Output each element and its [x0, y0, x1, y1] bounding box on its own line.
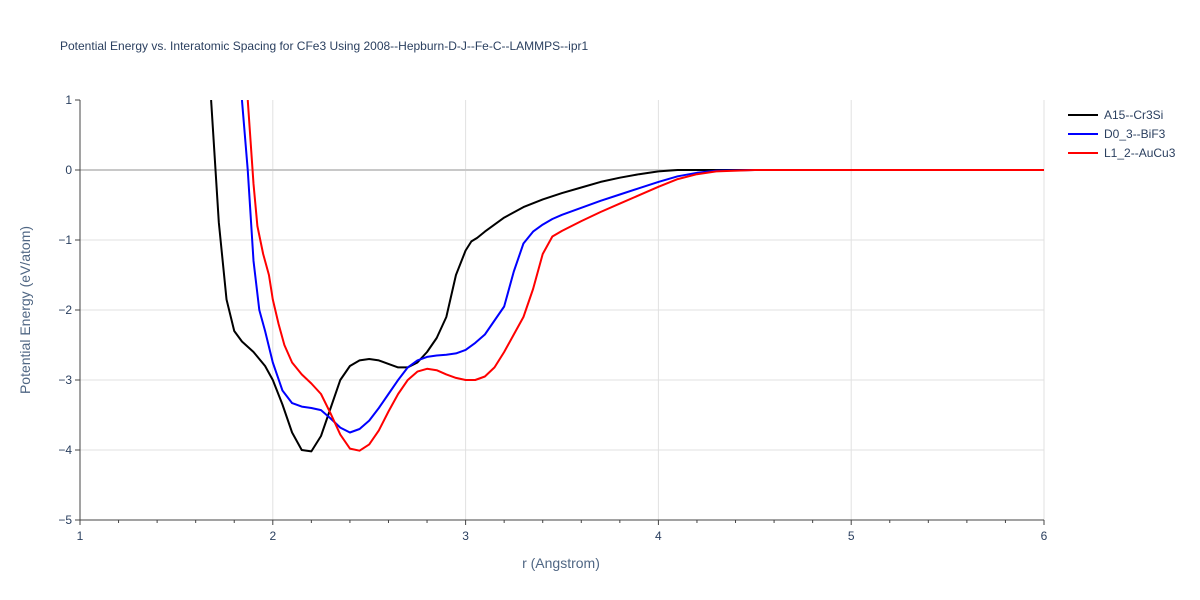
y-tick-label: 1: [65, 93, 72, 107]
legend-item-2[interactable]: L1_2--AuCu3: [1068, 146, 1176, 160]
series-lines: [210, 100, 1044, 453]
chart-title: Potential Energy vs. Interatomic Spacing…: [60, 39, 589, 53]
x-axis-title: r (Angstrom): [522, 555, 600, 571]
y-tick-label: −2: [58, 303, 72, 317]
y-tick-label: −5: [58, 513, 72, 527]
y-axis-title: Potential Energy (eV/atom): [17, 226, 33, 394]
y-tick-label: −4: [58, 443, 72, 457]
legend-label: D0_3--BiF3: [1104, 127, 1166, 141]
axes: 1 2 3 4 5 6 1 0 −1 −2 −3 −4 −5: [58, 93, 1047, 543]
series-line-2: [246, 100, 1044, 452]
series-line-0: [210, 100, 1044, 453]
grid: [80, 100, 1045, 520]
legend[interactable]: A15--Cr3Si D0_3--BiF3 L1_2--AuCu3: [1068, 108, 1176, 160]
x-tick-label: 4: [655, 529, 662, 543]
x-tick-label: 2: [269, 529, 276, 543]
legend-item-1[interactable]: D0_3--BiF3: [1068, 127, 1166, 141]
series-line-1: [240, 100, 1044, 434]
legend-item-0[interactable]: A15--Cr3Si: [1068, 108, 1163, 122]
y-tick-label: −1: [58, 233, 72, 247]
x-tick-label: 3: [462, 529, 469, 543]
y-tick-label: 0: [65, 163, 72, 177]
legend-label: L1_2--AuCu3: [1104, 146, 1176, 160]
x-tick-label: 1: [77, 529, 84, 543]
legend-label: A15--Cr3Si: [1104, 108, 1163, 122]
y-tick-label: −3: [58, 373, 72, 387]
x-tick-label: 5: [848, 529, 855, 543]
x-tick-label: 6: [1041, 529, 1048, 543]
